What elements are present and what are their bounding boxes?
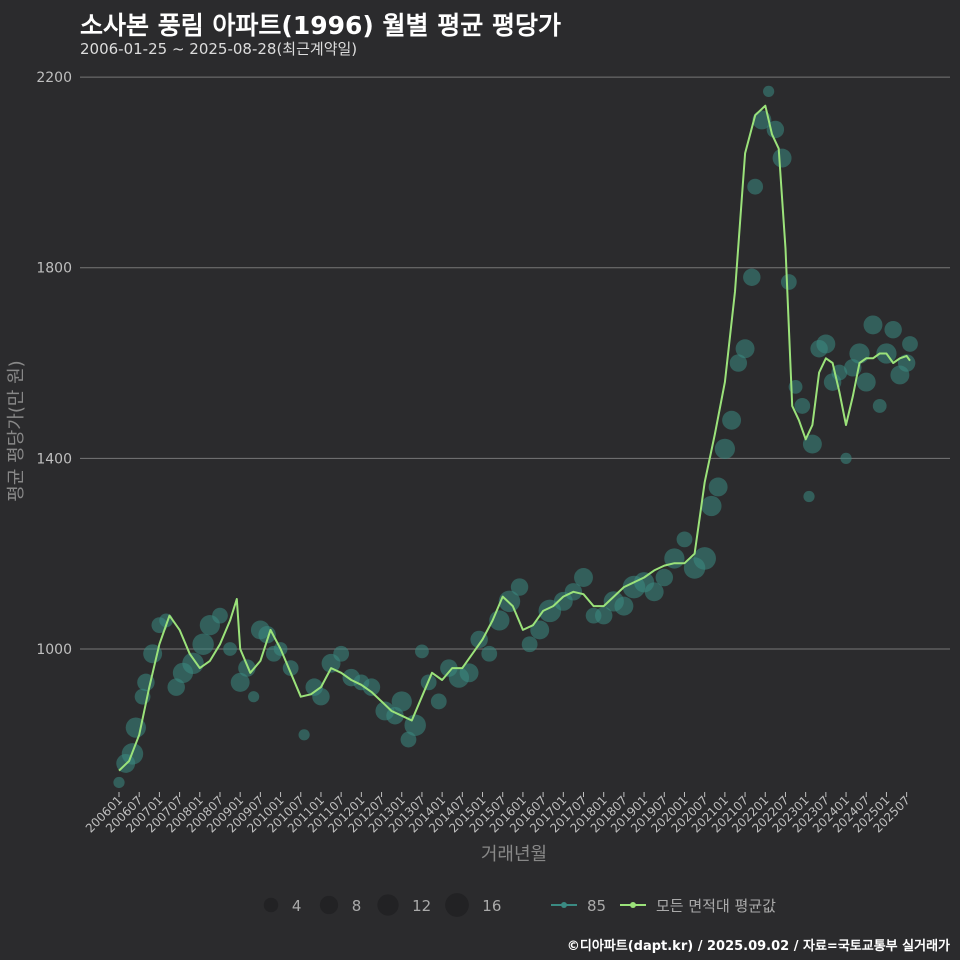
bubble-point [708,477,728,497]
grid-layer [80,76,950,650]
bubble-point [714,438,735,459]
x-axis-ticks: 2006012006072007012007072008012008072009… [83,792,913,836]
legend-size-label: 12 [412,897,431,915]
bubble-point [391,691,412,712]
y-tick-label: 1000 [36,642,72,658]
bubble-point [897,354,916,372]
bubble-point [459,663,479,683]
bubble-point [298,729,310,741]
bubble-point [362,678,381,696]
legend-avg-label: 모든 면적대 평균값 [656,897,776,915]
legend-size-bubble [319,895,339,915]
bubble-point [849,343,870,364]
legend-size-label: 8 [352,897,362,915]
bubble-point [747,178,764,195]
bubble-point [521,636,538,653]
bubble-point [192,633,214,655]
y-tick-label: 2200 [36,70,72,86]
y-tick-label: 1800 [36,261,72,277]
bubble-point [816,334,836,354]
average-price-line [118,104,911,772]
bubble-point [223,642,237,656]
bubble-point [693,547,716,570]
line-series [118,104,911,772]
bubble-point [884,320,902,339]
legend-size-bubble [445,893,469,917]
legend-85-marker [561,902,567,908]
legend-size-bubble [263,897,279,913]
chart-title: 소사본 풍림 아파트(1996) 월별 평균 평당가 [80,11,561,40]
bubble-point [763,85,775,97]
bubble-point [498,590,521,613]
bubble-point [701,495,722,517]
bubble-point [167,678,185,696]
bubble-point [840,452,852,464]
y-axis-title: 평균 평당가(만 원) [6,360,27,501]
bubble-point [415,644,429,659]
bubble-point [312,687,330,706]
legend-avg-marker [630,902,636,908]
bubble-point [902,336,918,352]
bubble-point [729,354,748,372]
legend-85-label: 85 [587,897,606,915]
legend-size-label: 16 [482,897,501,915]
legend-size-label: 4 [292,897,302,915]
bubble-point [212,607,228,624]
bubble-point [863,315,883,335]
bubble-point [230,672,250,692]
bubble-point [644,582,664,602]
y-tick-label: 1400 [36,451,72,467]
bubble-point [772,148,792,168]
bubble-point [780,274,797,290]
bubble-point [182,652,204,675]
bubble-point [530,620,550,640]
bubble-point [856,372,876,392]
bubble-point [470,630,488,649]
bubble-point [655,568,674,587]
bubble-point [113,776,125,789]
bubble-point [248,691,260,703]
y-axis-ticks: 1000 1400 1800 2200 [36,70,72,658]
chart-subtitle: 2006-01-25 ~ 2025-08-28(최근계약일) [80,40,358,58]
legend-size-bubble [377,894,399,916]
bubble-point [872,399,887,413]
bubble-point [574,568,593,587]
bubble-point [481,645,498,662]
bubble-point [676,531,693,548]
bubble-point [803,490,815,503]
bubble-point [794,398,811,414]
bubble-point [510,578,529,596]
bubble-point [333,645,350,662]
source-credit: ©디아파트(dapt.kr) / 2025.09.02 / 자료=국토교통부 실… [566,939,950,954]
legend: 4 8 12 16 85 모든 면적대 평균값 [263,893,776,917]
bubble-point [735,339,755,359]
bubble-point [743,268,761,286]
bubble-point [594,606,613,625]
bubble-point [614,596,634,616]
bubble-point [802,434,822,454]
bubble-series [113,85,918,789]
bubble-point [722,410,742,430]
bubble-point [430,693,447,710]
x-axis-title: 거래년월 [481,844,547,865]
